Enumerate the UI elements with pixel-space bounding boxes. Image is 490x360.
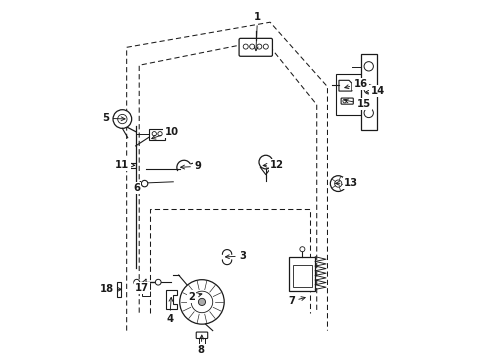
Circle shape	[263, 44, 269, 49]
Text: 13: 13	[336, 178, 358, 188]
Text: 10: 10	[152, 127, 178, 139]
Text: 3: 3	[225, 251, 246, 261]
Text: 9: 9	[181, 161, 201, 171]
Circle shape	[134, 279, 140, 285]
Text: 16: 16	[345, 79, 368, 89]
FancyBboxPatch shape	[196, 332, 208, 338]
Text: 17: 17	[135, 279, 149, 293]
Circle shape	[180, 280, 224, 324]
Text: 8: 8	[198, 335, 205, 355]
FancyBboxPatch shape	[290, 257, 315, 291]
Text: 4: 4	[166, 297, 173, 324]
FancyBboxPatch shape	[293, 265, 312, 287]
Circle shape	[364, 108, 373, 118]
Circle shape	[152, 132, 156, 136]
Text: 12: 12	[263, 160, 284, 170]
Text: 15: 15	[344, 99, 371, 109]
Circle shape	[364, 85, 373, 94]
Polygon shape	[361, 54, 377, 130]
Circle shape	[141, 180, 148, 187]
Circle shape	[343, 99, 346, 103]
Polygon shape	[339, 80, 352, 91]
Circle shape	[113, 110, 132, 129]
Ellipse shape	[259, 155, 272, 169]
Text: 6: 6	[133, 181, 141, 193]
Text: 14: 14	[366, 86, 385, 96]
Text: 11: 11	[115, 159, 135, 170]
Circle shape	[257, 44, 262, 49]
Circle shape	[335, 180, 342, 187]
Polygon shape	[142, 286, 150, 296]
Circle shape	[155, 279, 161, 285]
Polygon shape	[166, 290, 177, 309]
FancyBboxPatch shape	[117, 282, 121, 297]
Text: 2: 2	[189, 292, 202, 302]
Circle shape	[198, 298, 205, 306]
FancyBboxPatch shape	[341, 98, 353, 104]
Text: 5: 5	[102, 113, 125, 123]
Circle shape	[300, 247, 305, 252]
Circle shape	[243, 44, 248, 49]
Circle shape	[330, 176, 346, 192]
Text: 1: 1	[254, 12, 261, 51]
Circle shape	[250, 44, 255, 49]
Circle shape	[118, 114, 127, 124]
Polygon shape	[149, 129, 165, 140]
Text: 7: 7	[288, 296, 305, 306]
Circle shape	[191, 291, 213, 313]
Circle shape	[158, 132, 162, 136]
Circle shape	[364, 62, 373, 71]
Text: 18: 18	[100, 284, 122, 294]
FancyBboxPatch shape	[239, 39, 272, 56]
